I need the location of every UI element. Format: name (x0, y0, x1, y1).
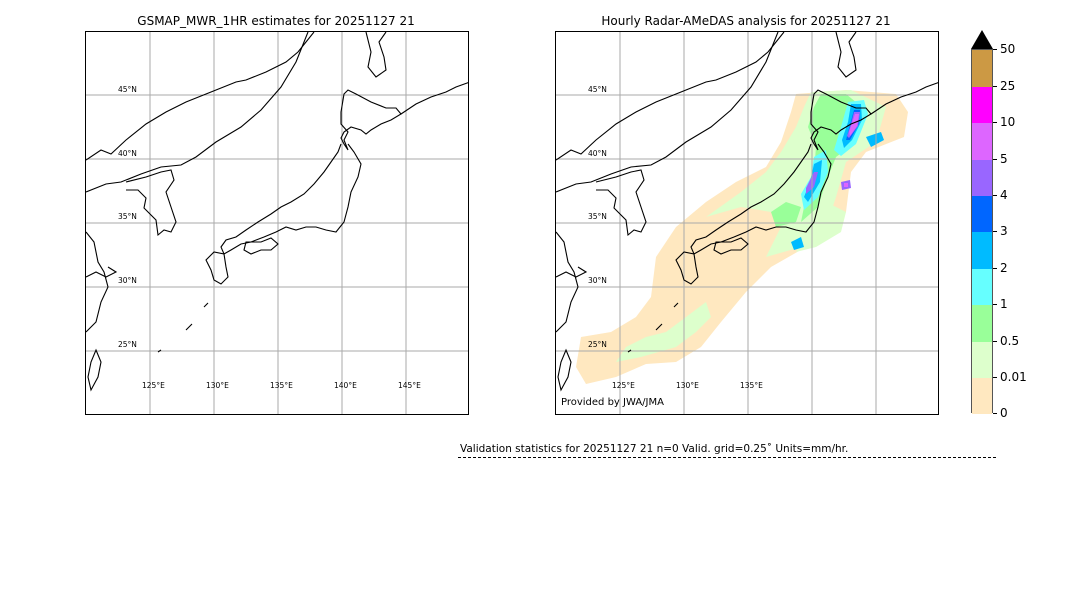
colorbar-label-10: 10 (1000, 115, 1016, 129)
left-lon-label-125: 125°E (142, 381, 165, 390)
right-lat-label-45: 45°N (588, 85, 607, 94)
coastlines (556, 32, 938, 392)
left-lon-label-135: 135°E (270, 381, 293, 390)
colorbar-tick (993, 49, 997, 50)
colorbar-label-0.01: 0.01 (1000, 370, 1027, 384)
colorbar-tick (993, 86, 997, 87)
left-lon-label-130: 130°E (206, 381, 229, 390)
colorbar-extend-arrow (971, 30, 993, 49)
left-map (85, 31, 469, 415)
colorbar-seg-25-50 (972, 50, 992, 87)
colorbar-seg-2-3 (972, 232, 992, 269)
colorbar-label-0: 0 (1000, 406, 1008, 420)
colorbar-label-1: 1 (1000, 297, 1008, 311)
colorbar-seg-1-2 (972, 269, 992, 305)
left-lat-label-45: 45°N (118, 85, 137, 94)
colorbar-seg-4-5 (972, 160, 992, 196)
right-lat-label-40: 40°N (588, 149, 607, 158)
colorbar-label-2: 2 (1000, 261, 1008, 275)
colorbar-label-0.5: 0.5 (1000, 334, 1020, 348)
validation-divider (458, 457, 996, 458)
colorbar-label-25: 25 (1000, 79, 1016, 93)
left-lon-label-140: 140°E (334, 381, 357, 390)
colorbar-tick (993, 341, 997, 342)
colorbar-seg-0.01-0.5 (972, 342, 992, 378)
colorbar-label-5: 5 (1000, 152, 1008, 166)
right-lon-label-125: 125°E (612, 381, 635, 390)
right-lat-label-25: 25°N (588, 340, 607, 349)
data-credit: Provided by JWA/JMA (561, 397, 664, 408)
colorbar-label-4: 4 (1000, 188, 1008, 202)
left-map-canvas (86, 32, 468, 414)
gridlines (86, 32, 468, 414)
left-lon-label-145: 145°E (398, 381, 421, 390)
colorbar-tick (993, 304, 997, 305)
colorbar-tick (993, 195, 997, 196)
right-map (555, 31, 939, 415)
precip-field (576, 90, 908, 384)
left-lat-label-40: 40°N (118, 149, 137, 158)
right-lon-label-130: 130°E (676, 381, 699, 390)
colorbar-tick (993, 122, 997, 123)
colorbar (971, 49, 993, 414)
colorbar-tick (993, 377, 997, 378)
colorbar-label-50: 50 (1000, 42, 1016, 56)
colorbar-seg-0.5-1 (972, 305, 992, 342)
colorbar-seg-10-25 (972, 87, 992, 123)
right-lat-label-30: 30°N (588, 276, 607, 285)
left-map-title: GSMAP_MWR_1HR estimates for 20251127 21 (137, 14, 415, 28)
right-map-title: Hourly Radar-AMeDAS analysis for 2025112… (601, 14, 891, 28)
colorbar-seg-0-0.01 (972, 378, 992, 414)
colorbar-label-3: 3 (1000, 224, 1008, 238)
left-lat-label-35: 35°N (118, 212, 137, 221)
right-map-canvas (556, 32, 938, 414)
colorbar-seg-3-4 (972, 196, 992, 232)
colorbar-tick (993, 231, 997, 232)
colorbar-tick (993, 413, 997, 414)
colorbar-tick (993, 268, 997, 269)
right-lon-label-135: 135°E (740, 381, 763, 390)
left-lat-label-30: 30°N (118, 276, 137, 285)
colorbar-tick (993, 159, 997, 160)
left-lat-label-25: 25°N (118, 340, 137, 349)
gridlines (556, 32, 938, 414)
validation-statistics: Validation statistics for 20251127 21 n=… (460, 443, 849, 455)
colorbar-seg-5-10 (972, 123, 992, 160)
right-lat-label-35: 35°N (588, 212, 607, 221)
coastlines (86, 32, 468, 392)
